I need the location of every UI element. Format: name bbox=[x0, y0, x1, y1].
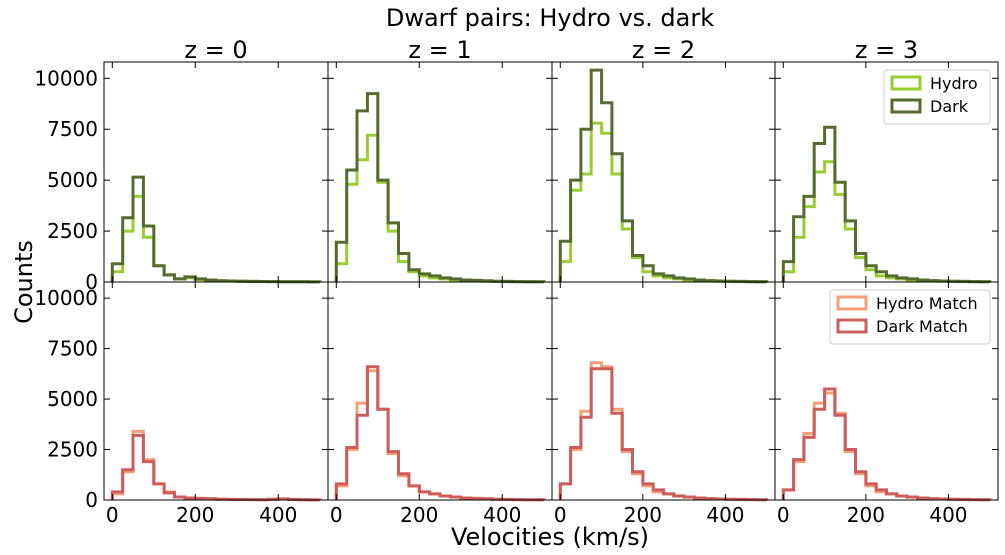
column-titles: z = 0 z = 1 z = 2 z = 3 bbox=[184, 36, 918, 64]
column-title-1: z = 1 bbox=[408, 36, 471, 64]
legend-label-dark: Dark bbox=[930, 97, 969, 116]
histogram-dark-r0-c3 bbox=[781, 125, 992, 284]
x-tick-label: 200 bbox=[176, 503, 214, 527]
x-tick-label: 200 bbox=[624, 503, 662, 527]
y-tick-label: 0 bbox=[85, 488, 98, 512]
x-tick-label: 400 bbox=[259, 503, 297, 527]
y-tick-label: 2500 bbox=[47, 438, 98, 462]
panel-frame-r1-c0 bbox=[103, 281, 329, 501]
panel-frame-r1-c1 bbox=[327, 281, 553, 501]
column-title-3: z = 3 bbox=[855, 36, 918, 64]
x-tick-label: 400 bbox=[706, 503, 744, 527]
x-axis-label: Velocities (km/s) bbox=[451, 523, 649, 551]
panel-frame-r1-c3 bbox=[774, 281, 999, 501]
y-tick-label: 10000 bbox=[34, 286, 98, 310]
x-tick-label: 200 bbox=[847, 503, 885, 527]
legend-label-hydro-match: Hydro Match bbox=[876, 294, 978, 313]
x-tick-label: 400 bbox=[929, 503, 967, 527]
panel-frame-r0-c1 bbox=[327, 61, 553, 283]
column-title-2: z = 2 bbox=[632, 36, 695, 64]
panel-frame-r0-c2 bbox=[551, 61, 776, 283]
legend-swatch-hydro bbox=[890, 75, 922, 91]
column-title-0: z = 0 bbox=[184, 36, 247, 64]
histogram-dark-r0-c2 bbox=[558, 68, 769, 284]
panel-frames bbox=[103, 61, 999, 501]
y-tick-label: 5000 bbox=[47, 387, 98, 411]
y-tick-label: 2500 bbox=[47, 219, 98, 243]
legend-label-dark-match: Dark Match bbox=[876, 317, 968, 336]
y-tick-label: 7500 bbox=[47, 337, 98, 361]
x-tick-label: 400 bbox=[483, 503, 521, 527]
y-axis-label: Counts bbox=[10, 240, 38, 324]
figure-title: Dwarf pairs: Hydro vs. dark bbox=[386, 4, 714, 32]
legend-swatch-dark bbox=[890, 98, 922, 114]
y-tick-label: 10000 bbox=[34, 66, 98, 90]
histogram-hydro-r0-c1 bbox=[334, 133, 546, 284]
histogram-dark-match-r1-c0 bbox=[110, 433, 322, 502]
histogram-dark-match-r1-c1 bbox=[334, 365, 546, 502]
legends: Hydro Dark Hydro Match Dark Match bbox=[829, 69, 991, 345]
histogram-dark-match-r1-c3 bbox=[781, 387, 992, 502]
x-tick-label: 0 bbox=[106, 503, 119, 527]
x-tick-label: 0 bbox=[777, 503, 790, 527]
y-tick-label: 7500 bbox=[47, 117, 98, 141]
panels bbox=[110, 68, 992, 502]
x-tick-label: 0 bbox=[330, 503, 343, 527]
legend-swatch-dark-match bbox=[836, 318, 868, 334]
histogram-dark-r0-c1 bbox=[334, 92, 546, 284]
panel-frame-r1-c2 bbox=[551, 281, 776, 501]
legend-label-hydro: Hydro bbox=[930, 74, 978, 93]
panel-frame-r0-c0 bbox=[103, 61, 329, 283]
legend-box-1 bbox=[829, 289, 991, 345]
y-tick-label: 0 bbox=[85, 270, 98, 294]
y-tick-label: 5000 bbox=[47, 168, 98, 192]
x-tick-label: 200 bbox=[400, 503, 438, 527]
histogram-dark-match-r1-c2 bbox=[558, 367, 769, 502]
histogram-hydro-r0-c2 bbox=[558, 121, 769, 284]
x-tick-label: 0 bbox=[554, 503, 567, 527]
legend-swatch-hydro-match bbox=[836, 295, 868, 311]
